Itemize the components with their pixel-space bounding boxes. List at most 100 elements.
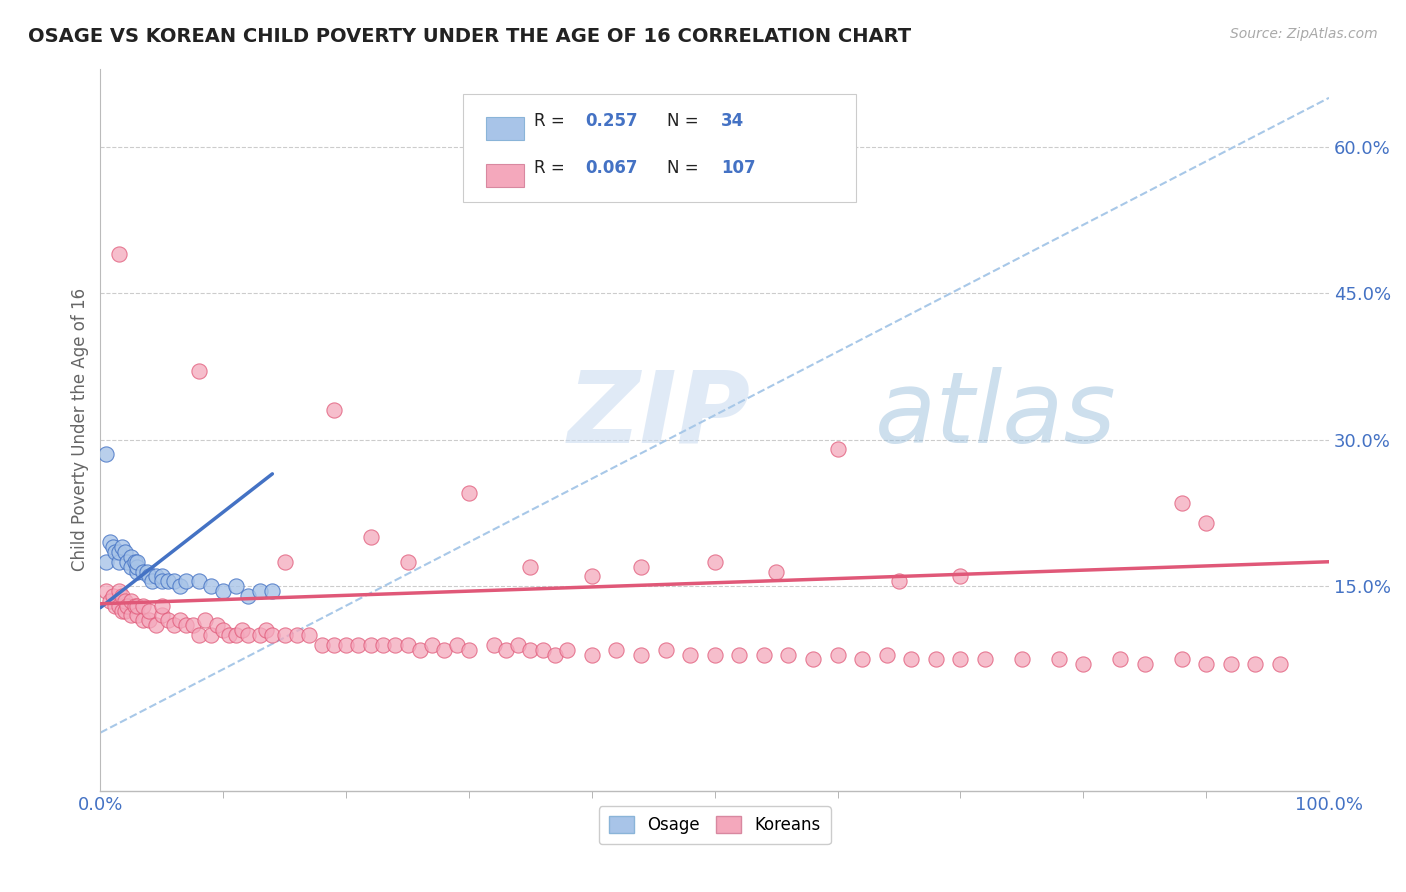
Point [949, 652, 972, 666]
Point [150, 569, 173, 583]
Point [249, 584, 271, 599]
Point [132, 565, 155, 579]
Point [285, 628, 308, 642]
Text: atlas: atlas [875, 367, 1116, 464]
Point [851, 652, 873, 666]
Point [273, 628, 295, 642]
Point [187, 364, 209, 378]
Point [98, 594, 121, 608]
Point [1195, 657, 1218, 672]
Point [630, 648, 652, 662]
Point [114, 545, 136, 559]
Point [150, 599, 173, 613]
Point [728, 648, 751, 662]
Text: N =: N = [666, 160, 703, 178]
FancyBboxPatch shape [486, 118, 524, 140]
Point [224, 628, 246, 642]
Point [156, 613, 179, 627]
Point [101, 540, 124, 554]
Point [187, 628, 209, 642]
Point [212, 623, 235, 637]
Point [531, 642, 554, 657]
Point [150, 608, 173, 623]
Point [827, 442, 849, 457]
Point [322, 403, 344, 417]
Point [1133, 657, 1156, 672]
Point [117, 599, 139, 613]
Text: 107: 107 [721, 160, 755, 178]
Point [141, 574, 163, 589]
Point [876, 648, 898, 662]
Point [519, 559, 541, 574]
Point [127, 555, 149, 569]
Legend: Osage, Koreans: Osage, Koreans [599, 806, 831, 845]
Point [1195, 516, 1218, 530]
Point [107, 247, 129, 261]
Point [236, 589, 259, 603]
Point [194, 613, 217, 627]
Point [900, 652, 922, 666]
Point [114, 604, 136, 618]
Point [200, 579, 222, 593]
Point [96, 555, 118, 569]
Point [176, 574, 198, 589]
Point [420, 638, 443, 652]
Point [555, 642, 578, 657]
Point [506, 638, 529, 652]
Point [136, 565, 159, 579]
Point [1047, 652, 1070, 666]
Point [887, 574, 910, 589]
Point [169, 579, 191, 593]
Point [104, 545, 127, 559]
Point [127, 565, 149, 579]
Point [458, 486, 481, 500]
Point [120, 608, 142, 623]
Point [262, 628, 284, 642]
Text: OSAGE VS KOREAN CHILD POVERTY UNDER THE AGE OF 16 CORRELATION CHART: OSAGE VS KOREAN CHILD POVERTY UNDER THE … [28, 27, 911, 45]
Point [630, 559, 652, 574]
Text: 34: 34 [721, 112, 744, 130]
Text: 0.067: 0.067 [586, 160, 638, 178]
Text: R =: R = [534, 112, 569, 130]
Point [1011, 652, 1033, 666]
Point [458, 642, 481, 657]
Point [801, 652, 824, 666]
Point [254, 623, 277, 637]
Point [949, 569, 972, 583]
Point [163, 618, 186, 632]
Point [974, 652, 997, 666]
Point [163, 574, 186, 589]
Point [396, 638, 419, 652]
Point [384, 638, 406, 652]
Point [120, 549, 142, 564]
Point [107, 599, 129, 613]
Point [925, 652, 948, 666]
Point [1268, 657, 1291, 672]
Point [703, 555, 725, 569]
Point [212, 584, 235, 599]
Point [360, 530, 382, 544]
Point [138, 613, 160, 627]
Point [347, 638, 370, 652]
Point [138, 604, 160, 618]
Point [114, 594, 136, 608]
Point [605, 642, 627, 657]
Point [752, 648, 775, 662]
Point [104, 599, 127, 613]
Point [519, 642, 541, 657]
Point [96, 447, 118, 461]
Point [273, 555, 295, 569]
Point [132, 599, 155, 613]
Point [127, 559, 149, 574]
Point [231, 623, 253, 637]
Point [205, 618, 228, 632]
Point [1170, 652, 1192, 666]
Point [311, 638, 333, 652]
Text: Source: ZipAtlas.com: Source: ZipAtlas.com [1230, 27, 1378, 41]
FancyBboxPatch shape [486, 164, 524, 186]
Point [765, 565, 787, 579]
Point [224, 579, 246, 593]
Point [111, 540, 134, 554]
Point [107, 545, 129, 559]
Point [156, 574, 179, 589]
